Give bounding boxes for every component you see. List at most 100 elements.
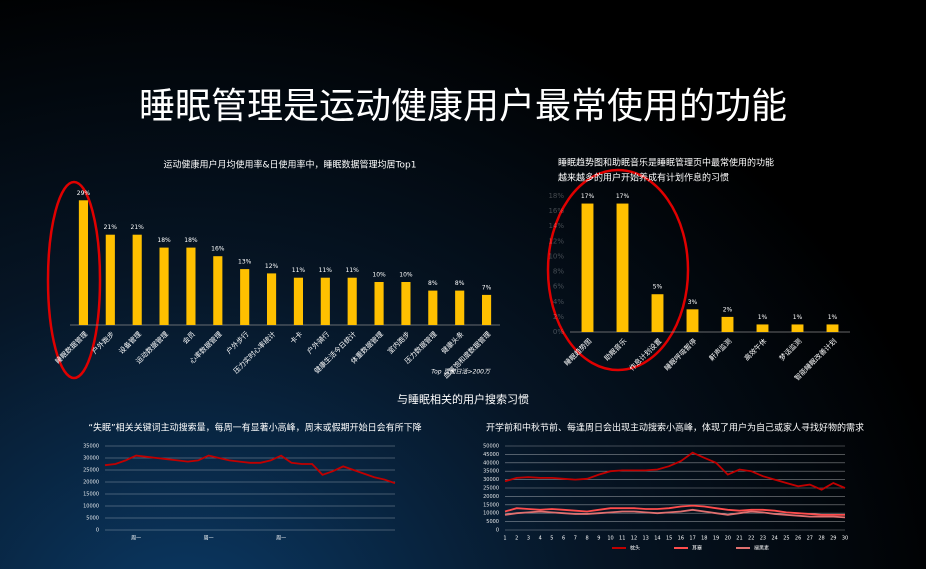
x-tick-label: 3 [527, 536, 530, 542]
x-tick-label: 9 [597, 536, 600, 542]
bar [826, 324, 839, 332]
value-label: 21% [131, 224, 145, 231]
data-line [504, 451, 846, 491]
value-label: 8% [455, 280, 465, 287]
chart-title: “失眠”相关关键词主动搜索量，每周一有显著小高峰，周末或假期开始日会有所下降 [88, 422, 421, 434]
bar [320, 277, 330, 325]
x-tick-label: 27 [807, 536, 813, 542]
y-tick-label: 20000 [83, 480, 99, 486]
x-tick-label: 户外骑行 [305, 329, 331, 355]
y-tick-label: 25000 [83, 468, 99, 474]
slide-title: 睡眠管理是运动健康用户最常使用的功能 [139, 86, 787, 127]
y-tick-label: 12% [548, 237, 564, 245]
value-label: 1% [793, 314, 803, 321]
section-title: 与睡眠相关的用户搜索习惯 [397, 392, 529, 406]
legend-label: 枕头 [630, 545, 640, 552]
x-tick-label: 设备管理 [117, 329, 143, 355]
value-label: 16% [211, 246, 225, 253]
x-tick-label: 鼾声监测 [707, 336, 733, 362]
bar [186, 247, 196, 325]
bar [791, 324, 804, 332]
x-tick-label: 7 [574, 536, 577, 542]
x-tick-label: 22 [748, 536, 754, 542]
x-tick-label: 周一 [276, 536, 286, 542]
bar [581, 203, 594, 332]
x-tick-label: 2 [515, 536, 518, 542]
x-tick-label: 29 [830, 536, 836, 542]
y-tick-label: 2% [553, 313, 564, 321]
value-label: 7% [482, 284, 492, 291]
value-label: 11% [346, 267, 360, 274]
value-label: 18% [184, 237, 198, 244]
x-tick-label: 4 [539, 536, 542, 542]
value-label: 8% [428, 280, 438, 287]
y-tick-label: 0 [96, 528, 99, 534]
value-label: 11% [319, 267, 333, 274]
value-label: 2% [723, 306, 733, 313]
x-tick-label: 作息计划设置 [627, 336, 663, 372]
y-tick-label: 18% [548, 192, 564, 200]
y-tick-label: 35000 [483, 469, 499, 475]
legend-label: 褪黑素 [754, 545, 769, 552]
value-label: 11% [292, 267, 306, 274]
x-tick-label: 24 [771, 536, 777, 542]
value-label: 29% [77, 190, 91, 197]
x-tick-label: 13 [643, 536, 649, 542]
x-tick-label: 14 [654, 536, 660, 542]
x-tick-label: 19 [713, 536, 719, 542]
bar [428, 290, 438, 325]
value-label: 10% [372, 272, 386, 279]
bar [78, 200, 89, 325]
x-tick-label: 5 [550, 536, 553, 542]
highlight-ellipse [46, 180, 102, 380]
y-tick-label: 5000 [86, 516, 99, 522]
bar [105, 234, 115, 325]
x-tick-label: 12 [631, 536, 637, 542]
x-tick-label: 1 [503, 536, 506, 542]
x-tick-label: 高效午休 [742, 336, 768, 362]
bar [455, 290, 465, 325]
y-tick-label: 35000 [83, 444, 99, 450]
x-tick-label: 18 [701, 536, 707, 542]
x-tick-label: 户外步行 [224, 329, 250, 355]
x-tick-label: 20 [725, 536, 731, 542]
bar [721, 316, 734, 332]
bar [401, 282, 411, 325]
bar [293, 277, 304, 325]
x-tick-label: 26 [795, 536, 801, 542]
x-tick-label: 25 [783, 536, 789, 542]
x-tick-label: 28 [818, 536, 824, 542]
y-tick-label: 15000 [83, 492, 99, 498]
value-label: 17% [581, 193, 595, 200]
y-tick-label: 14% [548, 222, 564, 230]
bar [686, 309, 699, 332]
y-tick-label: 25000 [483, 486, 499, 492]
x-tick-label: 21 [736, 536, 742, 542]
y-tick-label: 0% [553, 328, 564, 336]
data-line [104, 454, 396, 485]
y-tick-label: 45000 [483, 452, 499, 458]
x-tick-label: 周一 [204, 536, 214, 542]
y-tick-label: 50000 [483, 444, 499, 450]
value-label: 10% [399, 272, 413, 279]
highlight-ellipse [546, 168, 690, 372]
chart-subtitle: 越来越多的用户开始养成有计划作息的习惯 [558, 172, 729, 184]
x-tick-label: 10 [607, 536, 613, 542]
x-tick-label: 健康头条 [439, 329, 465, 355]
y-tick-label: 15000 [483, 502, 499, 508]
bar [266, 273, 277, 325]
x-tick-label: 16 [678, 536, 684, 542]
y-tick-label: 8% [553, 268, 564, 276]
y-tick-label: 30000 [83, 456, 99, 462]
value-label: 18% [157, 237, 171, 244]
x-tick-label: 睡眠数据管理 [53, 329, 89, 365]
y-tick-label: 20000 [483, 494, 499, 500]
value-label: 5% [653, 284, 663, 291]
y-tick-label: 30000 [483, 477, 499, 483]
bar [159, 247, 169, 325]
x-tick-label: 睡眠趋势图 [562, 336, 593, 367]
x-tick-label: 30 [842, 536, 848, 542]
chart-title: 运动健康用户月均使用率&日使用率中，睡眠数据管理均居Top1 [164, 159, 417, 171]
